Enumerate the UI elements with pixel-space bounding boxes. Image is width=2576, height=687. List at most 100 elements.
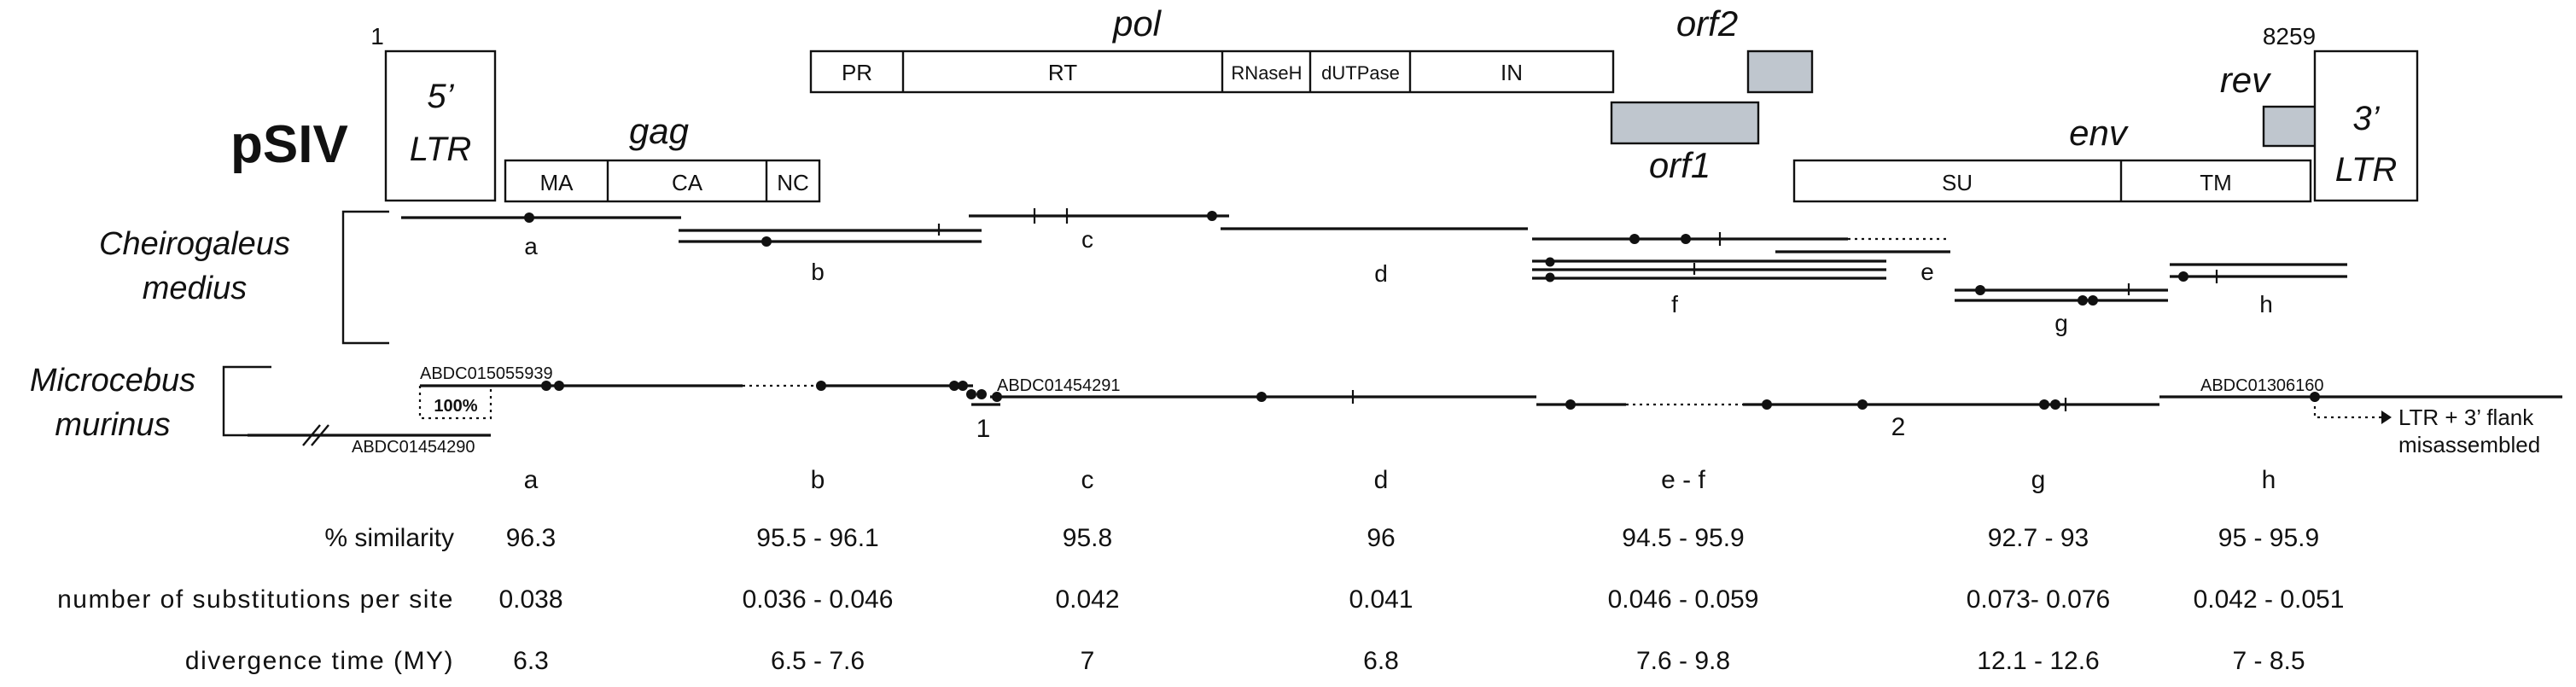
- column-header-e-f: e - f: [1661, 466, 1705, 494]
- substitutions-c: 0.042: [1055, 585, 1119, 614]
- column-header-h: h: [2262, 466, 2276, 494]
- junction-1: 1: [971, 403, 1000, 443]
- microcebus-mutation-ef3: [1857, 399, 1868, 410]
- ltr-5-prime-label-line1: 5’: [427, 78, 454, 115]
- genome-end-coordinate: 8259: [2263, 23, 2316, 49]
- contig-label-abdc015055939: ABDC015055939: [420, 364, 553, 383]
- fragment-e-mutation-2: [1681, 234, 1691, 244]
- junction-2-label: 2: [1891, 413, 1906, 441]
- misassembly-note-line2: misassembled: [2398, 432, 2540, 457]
- microcebus-mutation-a2: [554, 381, 564, 391]
- contig-label-abdc01306160: ABDC01306160: [2200, 376, 2324, 395]
- fragment-c-mutation: [1207, 211, 1217, 221]
- similarity-c: 95.8: [1063, 524, 1112, 552]
- pol-box: [809, 49, 1615, 94]
- fragment-g-mutation-1: [1975, 285, 1985, 295]
- fragment-h-cheirogaleus: h: [2170, 263, 2347, 317]
- fragment-e-cheirogaleus: e: [1532, 232, 1950, 285]
- substitutions-e-f: 0.046 - 0.059: [1608, 585, 1759, 614]
- genome-title: pSIV: [230, 115, 348, 174]
- env-gene: env SU TM: [1792, 113, 2312, 203]
- divergence-c: 7: [1081, 647, 1095, 675]
- microcebus-mutation-b3: [958, 381, 968, 391]
- microcebus-mutation-c1: [966, 389, 976, 399]
- pol-domain-in: IN: [1501, 60, 1523, 85]
- misassembly-arrow-line: [2313, 399, 2381, 419]
- fragment-e-mutation-1: [1629, 234, 1640, 244]
- divergence-a: 6.3: [513, 647, 549, 675]
- microcebus-mutation-b1: [816, 381, 826, 391]
- fragment-b-label: b: [811, 259, 825, 285]
- cheirogaleus-medius-track: Cheirogaleus medius a b c d: [99, 208, 2347, 345]
- ltr-5-prime-label-line2: LTR: [410, 131, 472, 168]
- contig-label-abdc01454291: ABDC01454291: [997, 376, 1121, 395]
- fragment-f-cheirogaleus: f: [1532, 257, 1886, 317]
- env-domain-tm: TM: [2200, 170, 2232, 195]
- substitutions-h: 0.042 - 0.051: [2194, 585, 2345, 614]
- microcebus-mutation-g1: [2039, 399, 2049, 410]
- species-label-cheirogaleus-line1: Cheirogaleus: [99, 226, 290, 262]
- fragment-a-label: a: [524, 233, 538, 259]
- fragment-c-cheirogaleus: c: [969, 208, 1229, 253]
- orf1-label: orf1: [1649, 145, 1711, 185]
- divergence-b: 6.5 - 7.6: [771, 647, 865, 675]
- identity-box: 100%: [418, 386, 492, 420]
- ltr-3-prime-box: [2313, 49, 2419, 202]
- similarity-e-f: 94.5 - 95.9: [1622, 524, 1744, 552]
- divergence-d: 6.8: [1363, 647, 1399, 675]
- fragment-f-label: f: [1671, 291, 1678, 317]
- pol-domain-dutpase: dUTPase: [1321, 62, 1400, 84]
- divergence-e-f: 7.6 - 9.8: [1636, 647, 1730, 675]
- table-header-row: a b c d e - f g h: [524, 466, 2276, 494]
- contig-label-abdc01454290: ABDC01454290: [352, 438, 475, 457]
- fragment-a-cheirogaleus: a: [401, 213, 681, 259]
- orf2-box: [1746, 49, 1814, 94]
- gag-domain-ca: CA: [672, 170, 703, 195]
- fragment-f-mutation-1: [1545, 257, 1555, 267]
- substitutions-g: 0.073- 0.076: [1967, 585, 2110, 614]
- ltr-5-prime: 5’ LTR: [384, 49, 497, 202]
- table-row-substitutions: number of substitutions per site 0.038 0…: [57, 585, 2344, 614]
- microcebus-murinus-track: Microcebus murinus ABDC01454290 100% ABD…: [30, 363, 2562, 457]
- pol-domain-rnaseh: RNaseH: [1231, 62, 1302, 84]
- env-domain-su: SU: [1942, 170, 1973, 195]
- orf2-gene: orf2: [1676, 3, 1814, 94]
- contig-abdc015055939: ABDC015055939: [420, 364, 973, 391]
- column-header-a: a: [524, 466, 539, 494]
- contig-abdc01306160: ABDC01306160 LTR + 3’ flank misassembled: [2159, 376, 2562, 457]
- fragment-g-label: g: [2054, 310, 2068, 336]
- orf1-gene: orf1: [1610, 101, 1760, 185]
- microcebus-mutation-g2: [2050, 399, 2060, 410]
- fragment-b-cheirogaleus: b: [679, 224, 982, 285]
- fragment-c-label: c: [1081, 226, 1093, 253]
- species-label-microcebus-line2: murinus: [55, 407, 170, 443]
- row-label-substitutions: number of substitutions per site: [57, 585, 454, 614]
- microcebus-mutation-c3: [992, 392, 1002, 402]
- row-label-similarity: % similarity: [324, 524, 454, 552]
- ltr-3-prime-label-line2: LTR: [2335, 151, 2398, 189]
- similarity-a: 96.3: [506, 524, 556, 552]
- gag-domain-nc: NC: [777, 170, 809, 195]
- statistics-table: a b c d e - f g h % similarity 96.3 95.5…: [57, 466, 2344, 675]
- microcebus-mutation-b2: [949, 381, 959, 391]
- divergence-g: 12.1 - 12.6: [1977, 647, 2099, 675]
- fragment-a-mutation: [524, 213, 534, 223]
- orf1-box: [1610, 101, 1760, 145]
- contig-abdc01454290: ABDC01454290: [248, 424, 491, 457]
- similarity-b: 95.5 - 96.1: [756, 524, 878, 552]
- table-row-divergence: divergence time (MY) 6.3 6.5 - 7.6 7 6.8…: [185, 647, 2305, 675]
- sequence-break-mark-2: [311, 424, 329, 446]
- fragment-b-mutation: [761, 236, 772, 247]
- junction-1-label: 1: [976, 415, 991, 443]
- fragment-g-cheirogaleus: g: [1955, 283, 2168, 336]
- cheirogaleus-bracket: [341, 210, 389, 345]
- genome-start-coordinate: 1: [370, 23, 384, 49]
- microcebus-bracket: [222, 365, 271, 437]
- ltr-3-prime-label-line1: 3’: [2352, 100, 2380, 137]
- gag-domain-ma: MA: [540, 170, 574, 195]
- fragment-e-label: e: [1920, 259, 1934, 285]
- fragment-h-mutation: [2178, 271, 2188, 282]
- fragment-d-label: d: [1374, 260, 1388, 287]
